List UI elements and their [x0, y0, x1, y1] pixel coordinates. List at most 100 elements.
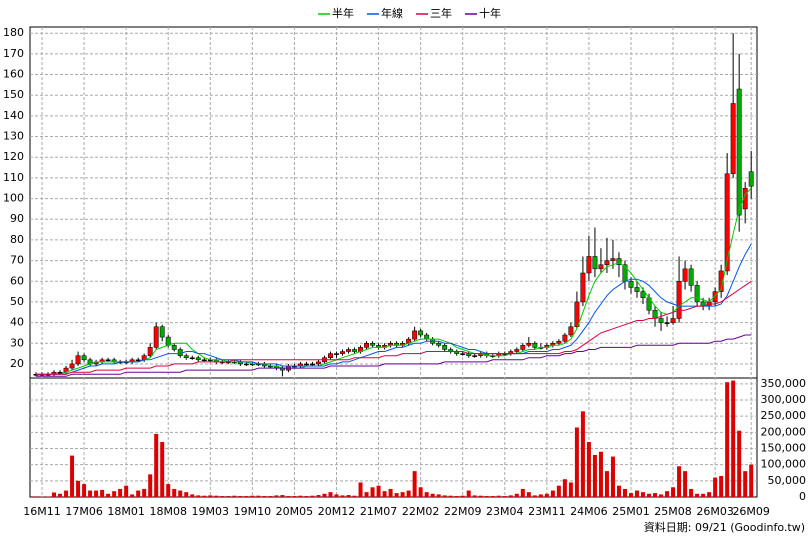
volume-bar — [226, 496, 230, 497]
volume-bar — [262, 496, 266, 497]
y2-tick-label: 250,000 — [761, 409, 807, 422]
candle-body — [563, 335, 567, 341]
volume-bar — [743, 471, 747, 497]
candle-body — [316, 362, 320, 364]
volume-bar — [268, 496, 272, 497]
plot-frame — [30, 27, 757, 497]
volume-bar — [383, 491, 387, 497]
volume-bar — [395, 493, 399, 497]
volume-bar — [515, 494, 519, 497]
candle-body — [659, 318, 663, 322]
candle-body — [340, 352, 344, 354]
candle-body — [148, 347, 152, 355]
volume-bar — [581, 411, 585, 497]
x-tick-label: 25M01 — [612, 505, 650, 518]
candle-body — [172, 345, 176, 349]
volume-bar — [365, 492, 369, 497]
y2-tick-label: 150,000 — [761, 441, 807, 454]
volume-bar — [539, 494, 543, 497]
candle-body — [695, 285, 699, 302]
volume-bar — [545, 494, 549, 497]
y2-tick-label: 0 — [799, 490, 806, 503]
volume-bar — [142, 489, 146, 497]
candle-body — [82, 356, 86, 360]
candle-body — [310, 364, 314, 365]
volume-bar — [719, 476, 723, 497]
legend-label: 十年 — [479, 6, 501, 20]
volume-bar — [70, 456, 74, 497]
volume-bar — [737, 431, 741, 497]
candle-body — [442, 345, 446, 349]
candle-body — [70, 364, 74, 368]
volume-bar — [587, 442, 591, 497]
volume-bar — [551, 491, 555, 497]
volume-bar — [413, 471, 417, 497]
y-tick-label: 50 — [10, 295, 24, 308]
y2-tick-label: 50,000 — [768, 474, 807, 487]
legend: 半年年線三年十年 — [318, 6, 501, 20]
candle-body — [671, 318, 675, 322]
candle-body — [683, 269, 687, 281]
y-tick-label: 140 — [3, 109, 24, 122]
candle-body — [418, 331, 422, 335]
candle-body — [689, 269, 693, 286]
volume-bar — [479, 496, 483, 497]
volume-bar — [671, 487, 675, 497]
x-tick-label: 20M05 — [276, 505, 314, 518]
volume-bar — [407, 491, 411, 497]
candle-body — [605, 261, 609, 265]
volume-bar — [220, 496, 224, 497]
volume-bar — [611, 457, 615, 497]
volume-bar — [647, 494, 651, 497]
candle-body — [515, 349, 519, 351]
candle-body — [436, 343, 440, 345]
candle-body — [160, 327, 164, 337]
volume-bar — [635, 491, 639, 497]
volume-bar — [112, 491, 116, 497]
volume-bar — [605, 471, 609, 497]
candle-body — [527, 343, 531, 345]
volume-bar — [124, 486, 128, 497]
volume-bar — [353, 496, 357, 497]
volume-bar — [286, 496, 290, 497]
candle-body — [731, 103, 735, 173]
candle-body — [533, 343, 537, 347]
volume-bar — [575, 427, 579, 497]
x-tick-label: 26M03 — [696, 505, 734, 518]
volume-bar — [178, 491, 182, 497]
y-tick-label: 20 — [10, 357, 24, 370]
volume-bar — [322, 494, 326, 497]
volume-bar — [473, 495, 477, 497]
volume-bar — [461, 496, 465, 497]
volume-bar — [274, 495, 278, 497]
volume-bar — [749, 465, 753, 497]
volume-bar — [677, 466, 681, 497]
volume-bar — [94, 491, 98, 497]
volume-bar — [683, 471, 687, 497]
candle-body — [749, 172, 753, 186]
y-tick-label: 80 — [10, 233, 24, 246]
candle-body — [334, 354, 338, 355]
candle-body — [635, 287, 639, 291]
volume-bar — [202, 496, 206, 497]
candle-body — [352, 349, 356, 351]
y-tick-label: 100 — [3, 192, 24, 205]
volume-bar — [371, 487, 375, 497]
candle-body — [136, 360, 140, 361]
candle-body — [328, 354, 332, 358]
candle-body — [364, 343, 368, 347]
volume-bar — [58, 494, 62, 497]
volume-bar — [118, 489, 122, 497]
volume-bar — [623, 489, 627, 497]
candle-body — [575, 302, 579, 327]
candle-body — [461, 354, 465, 355]
volume-bar — [347, 495, 351, 497]
volume-bar — [557, 486, 561, 497]
volume-bar — [136, 491, 140, 497]
volume-bar — [641, 492, 645, 497]
candle-body — [304, 364, 308, 365]
volume-bar — [64, 491, 68, 497]
volume-bar — [256, 496, 260, 497]
volume-bar — [533, 495, 537, 497]
volume-bar — [76, 481, 80, 497]
